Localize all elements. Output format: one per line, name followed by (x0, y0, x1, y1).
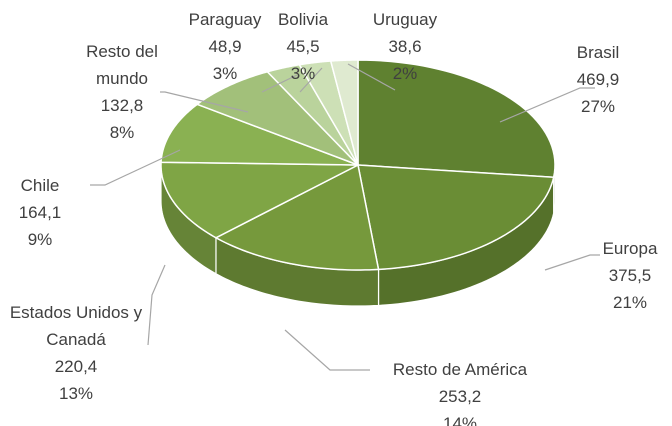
value-label: 45,5 (286, 37, 320, 56)
slice (357, 59, 556, 179)
category-label: Uruguay (372, 10, 438, 29)
percent-label: 9% (27, 230, 53, 249)
leader-line (284, 329, 370, 371)
slice (265, 63, 359, 166)
leader-lines (90, 63, 600, 371)
slice (298, 60, 359, 166)
value-label: 220,4 (54, 357, 98, 376)
value-label: 253,2 (438, 387, 482, 406)
category-label: Europa (602, 239, 658, 258)
data-label: Brasil 469,9 27% (553, 39, 643, 120)
percent-label: 2% (392, 64, 418, 83)
percent-label: 27% (580, 97, 616, 116)
category-label: Brasil (576, 43, 620, 62)
percent-label: 13% (58, 384, 94, 403)
data-label: Resto del mundo 132,8 8% (67, 38, 177, 146)
slice (329, 59, 359, 166)
data-label: Resto de América 253,2 14% (360, 356, 560, 426)
slice (214, 163, 380, 271)
leader-line (261, 74, 298, 93)
value-label: 132,8 (100, 96, 144, 115)
leader-line (90, 149, 181, 186)
leader-line (160, 91, 249, 113)
leader-line (299, 67, 323, 93)
value-label: 375,5 (608, 266, 652, 285)
percent-label: 3% (290, 64, 316, 83)
category-label: Paraguay (188, 10, 262, 29)
value-label: 164,1 (18, 203, 62, 222)
slice (160, 161, 359, 239)
data-label: Europa 375,5 21% (590, 235, 670, 316)
category-label: Bolivia (277, 10, 329, 29)
percent-label: 21% (612, 293, 648, 312)
percent-label: 14% (442, 414, 478, 426)
data-label: Paraguay 48,9 3% (180, 6, 270, 87)
category-label: Resto del mundo (86, 42, 158, 88)
category-label: Resto de América (392, 360, 528, 379)
value-label: 469,9 (576, 70, 620, 89)
data-label: Bolivia 45,5 3% (263, 6, 343, 87)
category-label: Estados Unidos y Canadá (9, 303, 143, 349)
slice (195, 70, 359, 166)
leader-line (147, 264, 166, 346)
percent-label: 8% (109, 123, 135, 142)
data-label: Estados Unidos y Canadá 220,4 13% (1, 299, 151, 407)
leader-line (347, 63, 396, 91)
value-label: 38,6 (388, 37, 422, 56)
slice (160, 103, 359, 166)
pie (160, 59, 556, 307)
leader-line (499, 87, 595, 123)
data-label: Uruguay 38,6 2% (360, 6, 450, 87)
leader-line (544, 254, 600, 271)
slice (357, 164, 555, 271)
percent-label: 3% (212, 64, 238, 83)
category-label: Chile (20, 176, 60, 195)
data-label: Chile 164,1 9% (0, 172, 80, 253)
value-label: 48,9 (208, 37, 242, 56)
